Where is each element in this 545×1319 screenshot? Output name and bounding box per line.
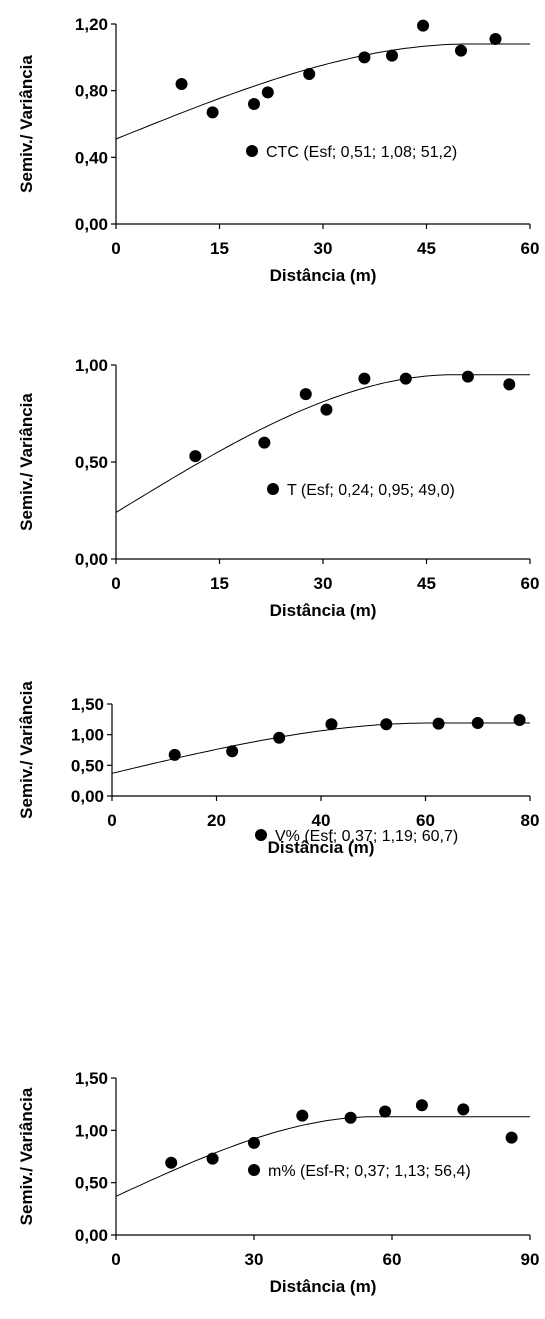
chart-panel-4: 0,00 0,50 1,00 1,50 0 30 60 90 Distância (m) Semi… <box>17 1069 539 1296</box>
legend-marker <box>255 829 267 841</box>
data-point <box>399 372 412 385</box>
data-point <box>432 717 445 730</box>
x-tick-label: 60 <box>521 239 540 258</box>
x-tick-label: 60 <box>521 574 540 593</box>
data-point <box>168 748 181 761</box>
x-tick-label: 45 <box>417 239 436 258</box>
chart-panel-2: 0,00 0,50 1,00 0 15 30 45 60 Distância (m) Semiv.… <box>17 356 539 620</box>
x-tick-label: 0 <box>111 239 120 258</box>
x-tick-label: 0 <box>111 1250 120 1269</box>
data-point <box>299 388 312 401</box>
data-point <box>261 86 274 99</box>
data-point <box>165 1156 178 1169</box>
data-point <box>358 372 371 385</box>
data-point <box>358 51 371 64</box>
data-point <box>325 718 338 731</box>
y-axis-title: Semiv./ Variância <box>17 1087 36 1225</box>
legend-label: V% (Esf; 0,37; 1,19; 60,7) <box>275 828 458 845</box>
data-point <box>273 731 286 744</box>
x-tick-label: 40 <box>312 811 331 830</box>
y-tick-label: 0,80 <box>75 82 108 101</box>
data-point <box>386 49 398 62</box>
y-tick-label: 0,00 <box>75 1226 108 1245</box>
x-tick-label: 15 <box>210 574 229 593</box>
x-axis-title: Distância (m) <box>270 601 377 620</box>
x-axis-title: Distância (m) <box>268 838 375 857</box>
data-point <box>457 1103 470 1116</box>
model-fit-line <box>115 1116 530 1197</box>
data-point <box>206 1152 219 1165</box>
data-point <box>344 1111 357 1124</box>
data-point <box>471 717 484 730</box>
x-tick-label: 60 <box>383 1250 402 1269</box>
data-point <box>513 713 526 726</box>
data-point <box>489 33 502 45</box>
data-point <box>505 1131 518 1144</box>
data-point <box>189 450 202 463</box>
legend-label: T (Esf; 0,24; 0,95; 49,0) <box>287 482 455 499</box>
data-point <box>380 718 393 731</box>
y-axis-title: Semiv./ Variância <box>17 55 36 193</box>
legend-label: CTC (Esf; 0,51; 1,08; 51,2) <box>266 144 457 161</box>
data-point <box>303 68 316 80</box>
legend-marker <box>267 483 279 495</box>
x-tick-label: 0 <box>107 811 116 830</box>
legend-label: m% (Esf-R; 0,37; 1,13; 56,4) <box>268 1163 471 1180</box>
y-tick-label: 0,00 <box>75 550 108 569</box>
y-tick-label: 0,00 <box>71 787 104 806</box>
data-point <box>415 1099 428 1112</box>
y-tick-label: 1,50 <box>75 1069 108 1088</box>
model-fit-line <box>115 374 530 513</box>
y-tick-label: 1,20 <box>75 15 108 34</box>
y-tick-label: 0,50 <box>75 1174 108 1193</box>
x-tick-label: 15 <box>210 239 229 258</box>
data-point <box>258 436 271 449</box>
y-tick-label: 1,00 <box>71 726 104 745</box>
data-point <box>503 378 516 391</box>
data-point <box>206 106 219 119</box>
x-tick-label: 60 <box>416 811 435 830</box>
data-point <box>461 370 474 383</box>
data-point <box>379 1105 392 1118</box>
x-tick-label: 0 <box>111 574 120 593</box>
data-point <box>455 44 467 57</box>
y-axis-title: Semiv./ Variância <box>17 681 36 819</box>
x-axis-title: Distância (m) <box>270 1277 377 1296</box>
x-tick-label: 30 <box>314 574 333 593</box>
chart-panel-3: 0,00 0,50 1,00 1,50 0 20 40 60 80 Distância (m) Se… <box>17 681 539 857</box>
chart-panel-1: 0,00 0,40 0,80 1,20 0 15 30 45 60 Distância (m) Se… <box>17 15 539 285</box>
data-point <box>320 403 333 416</box>
x-axis-title: Distância (m) <box>270 266 377 285</box>
legend-marker <box>248 1164 260 1176</box>
x-tick-label: 30 <box>245 1250 264 1269</box>
y-tick-label: 1,50 <box>71 695 104 714</box>
model-fit-line <box>111 722 530 774</box>
legend-marker <box>246 145 258 157</box>
x-tick-label: 20 <box>207 811 226 830</box>
y-tick-label: 0,50 <box>75 453 108 472</box>
x-tick-label: 45 <box>417 574 436 593</box>
y-tick-label: 1,00 <box>75 356 108 375</box>
y-axis-title: Semiv./ Variância <box>17 393 36 531</box>
data-point <box>417 19 430 32</box>
data-point <box>175 78 188 90</box>
model-fit-line <box>115 43 530 140</box>
y-tick-label: 0,40 <box>75 148 108 167</box>
y-tick-label: 1,00 <box>75 1121 108 1140</box>
data-point <box>296 1109 309 1122</box>
data-point <box>226 745 239 758</box>
y-tick-label: 0,50 <box>71 756 104 775</box>
x-tick-label: 30 <box>314 239 333 258</box>
data-point <box>248 1136 260 1149</box>
x-tick-label: 80 <box>521 811 540 830</box>
x-tick-label: 90 <box>521 1250 540 1269</box>
data-point <box>248 98 260 110</box>
y-tick-label: 0,00 <box>75 215 108 234</box>
